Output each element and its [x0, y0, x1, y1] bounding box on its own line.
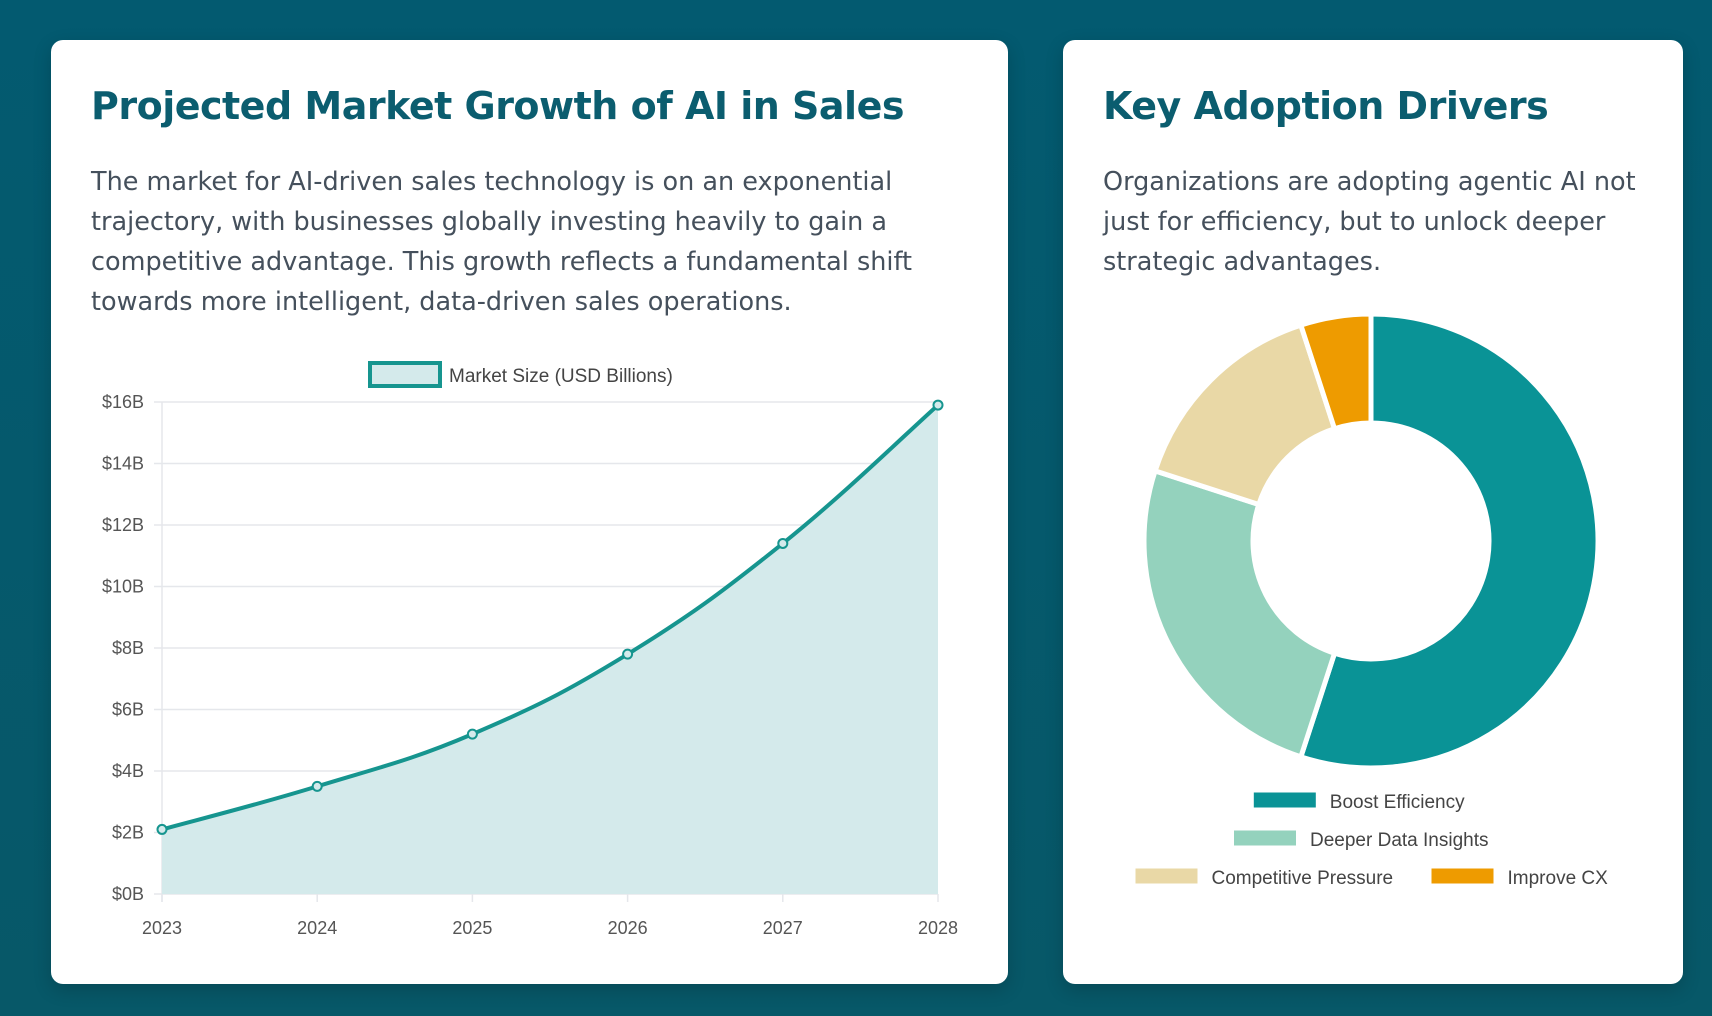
legend-swatch-competitive-pressure — [1135, 868, 1198, 884]
adoption-drivers-description: Organizations are adopting agentic AI no… — [1103, 167, 1636, 277]
legend-swatch — [368, 361, 442, 388]
y-tick-label: $14B — [102, 454, 144, 474]
market-growth-title: Projected Market Growth of AI in Sales — [91, 84, 904, 128]
market-size-point — [777, 537, 789, 549]
market-size-point — [466, 728, 478, 740]
y-tick-label: $4B — [112, 761, 144, 781]
market-size-point — [932, 399, 944, 411]
legend-label: Market Size (USD Billions) — [449, 366, 673, 387]
legend-label-improve-cx: Improve CX — [1508, 868, 1609, 889]
legend-swatch-improve-cx — [1431, 868, 1494, 884]
market-size-line — [161, 403, 940, 832]
x-tick-label: 2023 — [142, 918, 182, 938]
x-tick-label: 2025 — [452, 918, 492, 938]
slice-boost-efficiency — [1297, 311, 1601, 771]
legend-swatch-boost-efficiency — [1253, 792, 1316, 808]
market-size-point — [156, 823, 168, 835]
y-tick-label: $16B — [102, 392, 144, 412]
legend-swatch-deeper-data-insights — [1234, 830, 1296, 846]
slice-improve-cx — [1297, 311, 1374, 432]
y-tick-label: $12B — [102, 515, 144, 535]
y-tick-label: $6B — [112, 700, 144, 720]
y-tick-label: $2B — [112, 823, 144, 843]
market-size-point — [311, 780, 323, 792]
y-tick-label: $10B — [102, 577, 144, 597]
legend-label-deeper-data-insights: Deeper Data Insights — [1310, 830, 1489, 851]
y-tick-label: $8B — [112, 638, 144, 658]
legend-label-boost-efficiency: Boost Efficiency — [1330, 792, 1465, 813]
market-growth-description: The market for AI-driven sales technolog… — [91, 167, 913, 317]
x-tick-label: 2026 — [608, 918, 648, 938]
x-tick-label: 2027 — [763, 918, 803, 938]
x-tick-label: 2028 — [918, 918, 958, 938]
y-tick-label: $0B — [112, 884, 144, 904]
slice-competitive-pressure — [1151, 321, 1338, 508]
adoption-drivers-title: Key Adoption Drivers — [1103, 84, 1549, 128]
slice-deeper-data-insights — [1141, 467, 1338, 761]
x-tick-label: 2024 — [297, 918, 337, 938]
legend-label-competitive-pressure: Competitive Pressure — [1212, 868, 1394, 889]
market-size-area — [162, 405, 938, 894]
market-size-point — [622, 648, 634, 660]
